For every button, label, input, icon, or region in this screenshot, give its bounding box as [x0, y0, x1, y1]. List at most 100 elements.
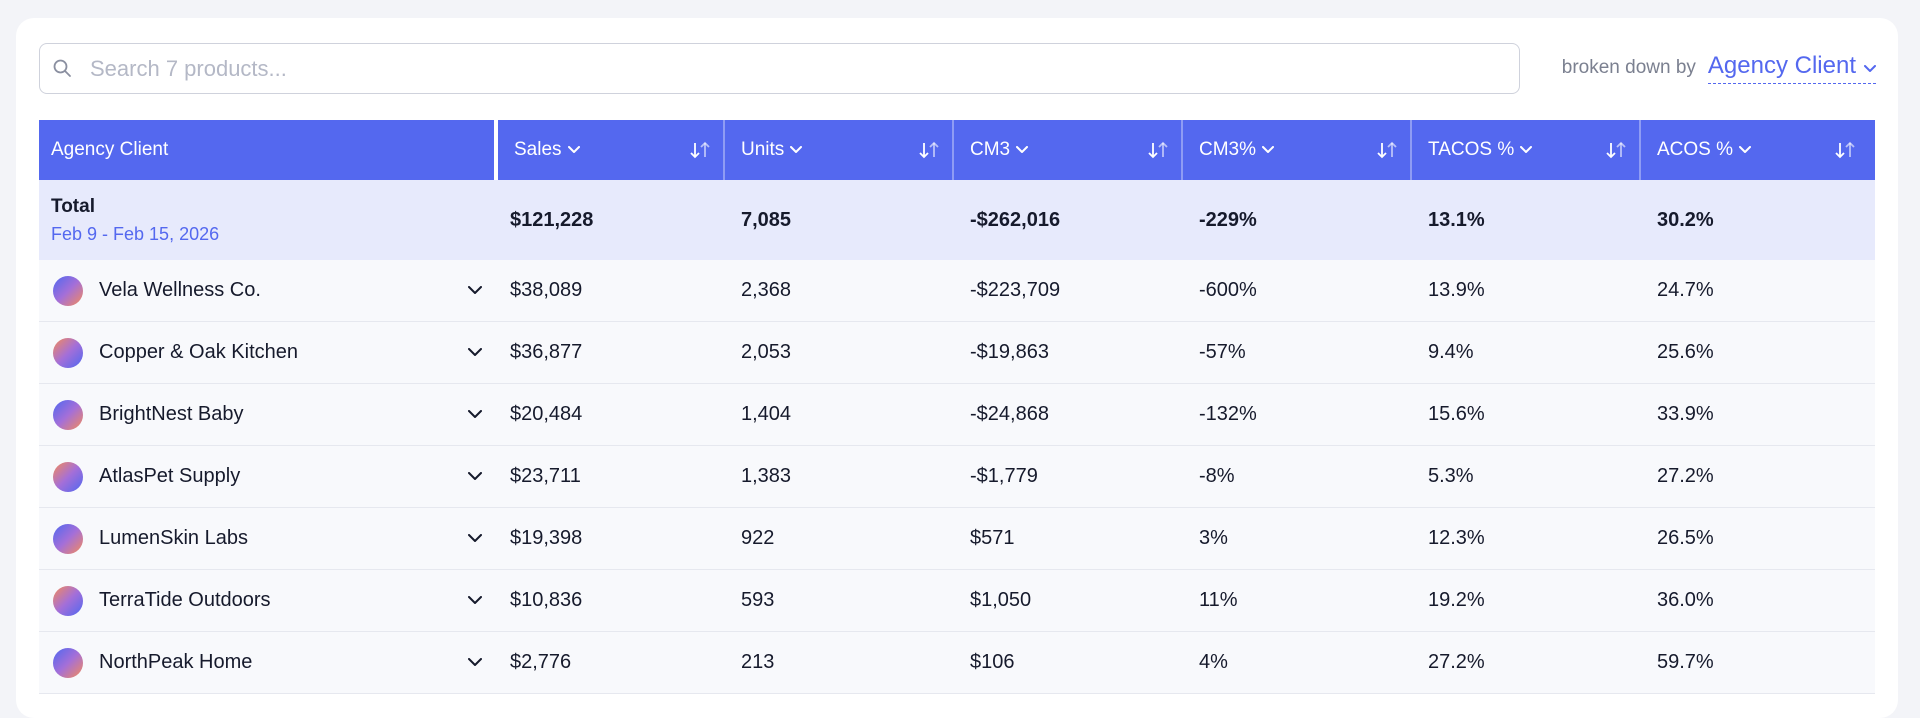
- table-cell: $2,776: [510, 651, 572, 673]
- chevron-down-icon[interactable]: [468, 596, 482, 605]
- table-row[interactable]: Copper & Oak Kitchen $36,877 2,053 -$19,863…: [39, 322, 1875, 384]
- client-name: NorthPeak Home: [99, 651, 253, 673]
- table-cell: $19,398: [510, 527, 583, 549]
- client-cell: Vela Wellness Co.: [39, 260, 494, 321]
- column-header-label: CM3: [970, 139, 1011, 160]
- breakdown-value: Agency Client: [1707, 52, 1856, 79]
- table-cell: 24.7%: [1657, 279, 1714, 301]
- total-value: 7,085: [741, 208, 792, 231]
- avatar: [53, 585, 83, 616]
- chevron-down-icon[interactable]: [790, 146, 803, 154]
- table-cell: 9.4%: [1428, 341, 1474, 363]
- table-cell: 11%: [1199, 589, 1238, 611]
- table-cell: 1,383: [741, 465, 792, 487]
- client-name: Copper & Oak Kitchen: [99, 341, 298, 363]
- table-cell: -$223,709: [970, 279, 1061, 301]
- chevron-down-icon[interactable]: [468, 534, 482, 543]
- table-cell: 36.0%: [1657, 589, 1714, 611]
- table-cell: -$24,868: [970, 403, 1049, 425]
- column-header-cm3[interactable]: CM3%: [1181, 120, 1410, 180]
- client-name: BrightNest Baby: [99, 403, 244, 425]
- table-cell: $20,484: [510, 403, 583, 425]
- avatar: [53, 461, 83, 492]
- chevron-down-icon[interactable]: [1520, 146, 1533, 154]
- table-row[interactable]: TerraTide Outdoors $10,836 593 $1,050 11% 19.…: [39, 570, 1875, 632]
- column-header-label: ACOS %: [1657, 139, 1734, 160]
- table-cell: $23,711: [510, 465, 581, 487]
- table-header: Agency Client Sales Units CM3 CM3% TACOS % ACO…: [39, 120, 1875, 180]
- chevron-down-icon[interactable]: [1016, 146, 1029, 154]
- table-cell: $571: [970, 527, 1015, 549]
- client-cell: BrightNest Baby: [39, 384, 494, 445]
- column-header-cm3[interactable]: CM3: [952, 120, 1181, 180]
- breakdown-label: broken down by: [1561, 57, 1696, 78]
- table-cell: $1,050: [970, 589, 1032, 611]
- table-cell: 4%: [1199, 651, 1228, 673]
- table-cell: 593: [741, 589, 775, 611]
- chevron-down-icon[interactable]: [468, 348, 482, 357]
- table-cell: $36,877: [510, 341, 583, 363]
- client-name: LumenSkin Labs: [99, 527, 248, 549]
- table-cell: 59.7%: [1657, 651, 1714, 673]
- avatar: [53, 337, 83, 368]
- chevron-down-icon: [1864, 52, 1876, 80]
- total-value: $121,228: [510, 208, 594, 231]
- chevron-down-icon[interactable]: [468, 286, 482, 295]
- table-cell: 1,404: [741, 403, 792, 425]
- sort-arrows-icon[interactable]: [1147, 141, 1169, 159]
- chevron-down-icon[interactable]: [468, 472, 482, 481]
- chevron-down-icon[interactable]: [468, 410, 482, 419]
- chevron-down-icon[interactable]: [567, 146, 580, 154]
- client-name: AtlasPet Supply: [99, 465, 241, 487]
- table-cell: 15.6%: [1428, 403, 1485, 425]
- column-header-acos[interactable]: ACOS %: [1639, 120, 1868, 180]
- avatar: [53, 275, 83, 306]
- sort-arrows-icon[interactable]: [918, 141, 940, 159]
- chevron-down-icon[interactable]: [1739, 146, 1752, 154]
- chevron-down-icon[interactable]: [1262, 146, 1275, 154]
- table-row[interactable]: BrightNest Baby $20,484 1,404 -$24,868 -132%…: [39, 384, 1875, 446]
- column-header-sales[interactable]: Sales: [494, 120, 723, 180]
- table-cell: 5.3%: [1428, 465, 1474, 487]
- chevron-down-icon[interactable]: [468, 658, 482, 667]
- table-cell: 2,053: [741, 341, 792, 363]
- sort-arrows-icon[interactable]: [1834, 141, 1856, 159]
- table-cell: 19.2%: [1428, 589, 1485, 611]
- column-header-label: Agency Client: [51, 139, 169, 160]
- client-cell: NorthPeak Home: [39, 632, 494, 693]
- table-cell: -$1,779: [970, 465, 1038, 487]
- sort-arrows-icon[interactable]: [1605, 141, 1627, 159]
- table-cell: 27.2%: [1428, 651, 1485, 673]
- total-label-cell: Total Feb 9 - Feb 15, 2026: [39, 180, 494, 260]
- sort-arrows-icon[interactable]: [1376, 141, 1398, 159]
- table-body: Total Feb 9 - Feb 15, 2026 $121,228 7,085 -$…: [39, 180, 1875, 694]
- column-header-agency-client: Agency Client: [39, 120, 494, 180]
- column-header-label: Units: [741, 139, 785, 160]
- table-row[interactable]: AtlasPet Supply $23,711 1,383 -$1,779 -8% 5.3…: [39, 446, 1875, 508]
- column-header-label: TACOS %: [1428, 139, 1515, 160]
- column-header-tacos[interactable]: TACOS %: [1410, 120, 1639, 180]
- sort-arrows-icon[interactable]: [689, 141, 711, 159]
- client-name: Vela Wellness Co.: [99, 279, 261, 301]
- client-cell: TerraTide Outdoors: [39, 570, 494, 631]
- table-row[interactable]: NorthPeak Home $2,776 213 $106 4% 27.2% 59.7%: [39, 632, 1875, 694]
- search-field[interactable]: [39, 43, 1520, 94]
- table-cell: 27.2%: [1657, 465, 1714, 487]
- table-cell: -600%: [1199, 279, 1257, 301]
- table-row[interactable]: Vela Wellness Co. $38,089 2,368 -$223,709 -6…: [39, 260, 1875, 322]
- client-cell: Copper & Oak Kitchen: [39, 322, 494, 383]
- table-cell: 26.5%: [1657, 527, 1714, 549]
- table-cell: 33.9%: [1657, 403, 1714, 425]
- table-cell: 25.6%: [1657, 341, 1714, 363]
- total-value: -229%: [1199, 208, 1257, 231]
- column-header-units[interactable]: Units: [723, 120, 952, 180]
- table-row[interactable]: LumenSkin Labs $19,398 922 $571 3% 12.3% 26.5%: [39, 508, 1875, 570]
- table-cell: 13.9%: [1428, 279, 1485, 301]
- avatar: [53, 399, 83, 430]
- avatar: [53, 523, 83, 554]
- search-input[interactable]: [88, 54, 1519, 83]
- column-header-label: CM3%: [1199, 139, 1257, 160]
- client-cell: AtlasPet Supply: [39, 446, 494, 507]
- breakdown-select[interactable]: Agency Client: [1707, 52, 1876, 84]
- total-value: 13.1%: [1428, 208, 1485, 231]
